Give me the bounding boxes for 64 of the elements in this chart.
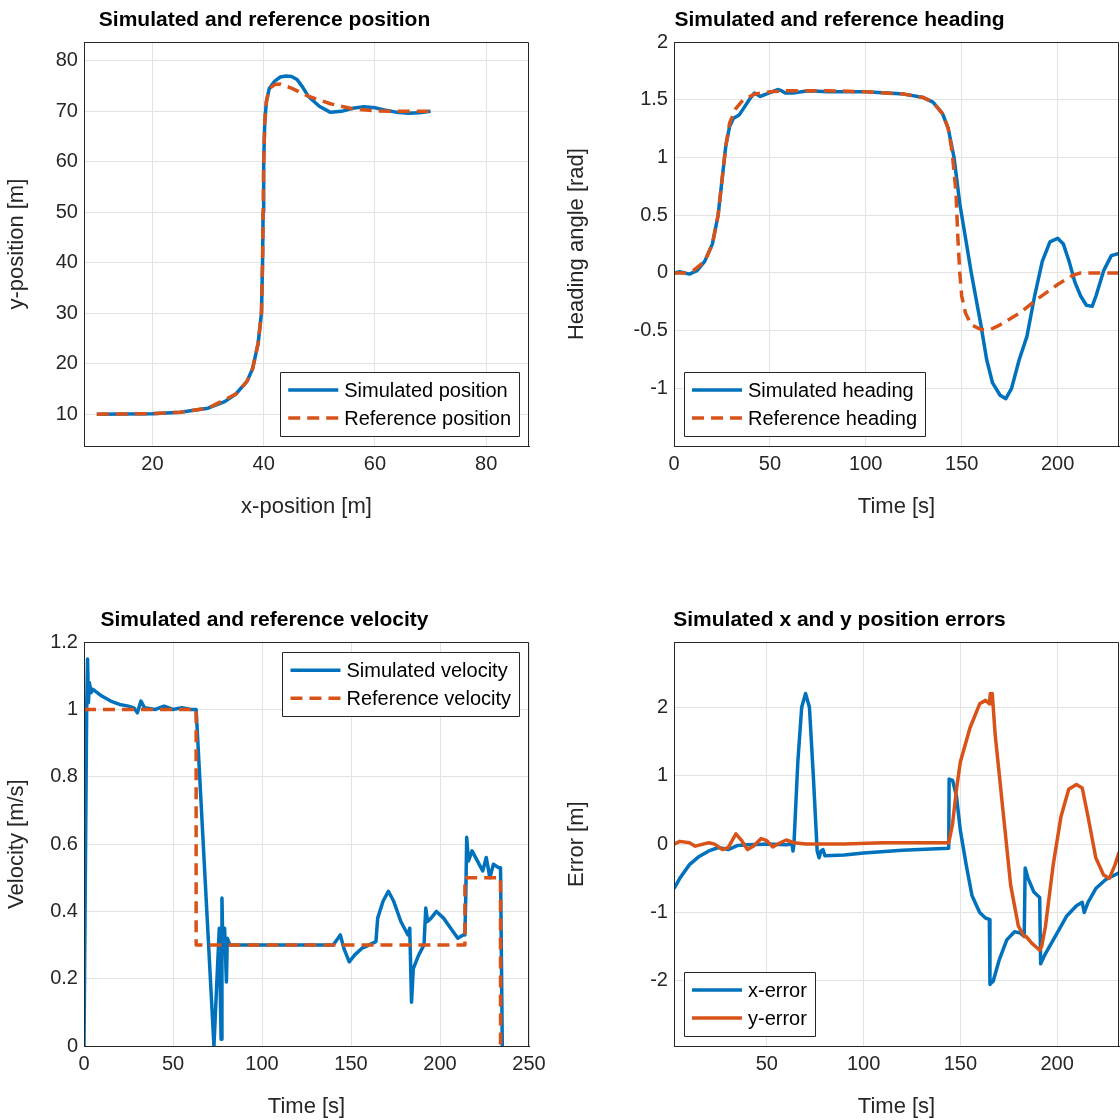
chart-title: Simulated and reference position — [98, 7, 431, 31]
y-tick-label: 0.8 — [50, 764, 78, 787]
y-tick-label: 0.5 — [640, 202, 668, 225]
y-tick-label: 40 — [55, 250, 78, 273]
y-tick-label: -1 — [650, 375, 668, 398]
x-tick-label: 200 — [1040, 451, 1075, 474]
x-tick-label: 80 — [475, 451, 498, 474]
x-tick-label: 200 — [423, 1051, 457, 1074]
legend-label: Simulated heading — [748, 378, 914, 401]
y-tick-label: 20 — [55, 351, 78, 374]
y-tick-label: 10 — [55, 401, 78, 424]
y-tick-label: 0 — [66, 1033, 78, 1056]
x-axis-title: Time [s] — [857, 492, 936, 518]
x-tick-label: 20 — [141, 451, 164, 474]
x-tick-label: 60 — [363, 451, 387, 474]
y-axis-title: Heading angle [rad] — [563, 148, 589, 341]
x-axis-title: x-position [m] — [241, 492, 372, 518]
y-axis-title: y-position [m] — [3, 178, 29, 310]
y-tick-label: 80 — [55, 48, 78, 71]
x-tick-label: 250 — [512, 1051, 546, 1074]
y-tick-label: 70 — [55, 98, 78, 121]
legend-label: Reference position — [344, 406, 512, 429]
y-tick-label: 1.2 — [50, 629, 78, 652]
y-axis-title: Error [m] — [563, 801, 589, 887]
y-tick-label: 0.4 — [50, 898, 78, 921]
y-tick-label: 2 — [656, 694, 668, 717]
y-tick-label: 50 — [55, 199, 78, 222]
y-tick-label: -0.5 — [633, 318, 668, 341]
y-axis-title: Velocity [m/s] — [3, 779, 29, 909]
chart-title: Simulated x and y position errors — [673, 607, 1006, 631]
x-tick-label: 150 — [334, 1051, 368, 1074]
x-tick-label: 100 — [245, 1051, 279, 1074]
x-tick-label: 150 — [943, 1051, 978, 1074]
legend-label: Simulated velocity — [346, 658, 508, 681]
y-tick-label: 60 — [55, 149, 78, 172]
chart-title: Simulated and reference velocity — [100, 607, 429, 631]
x-tick-label: 100 — [846, 1051, 881, 1074]
chart-title: Simulated and reference heading — [674, 7, 1005, 31]
y-tick-label: 2 — [656, 29, 668, 52]
x-tick-label: 40 — [252, 451, 275, 474]
x-axis-title: Time [s] — [857, 1092, 936, 1118]
x-tick-label: 200 — [1040, 1051, 1074, 1074]
y-tick-label: 0 — [656, 831, 668, 854]
y-tick-label: 0 — [656, 260, 668, 283]
y-tick-label: -1 — [650, 900, 668, 923]
legend-label: y-error — [748, 1006, 808, 1029]
legend-label: Simulated position — [344, 378, 508, 401]
y-tick-label: 1 — [656, 145, 668, 168]
y-tick-label: 0.2 — [50, 966, 78, 989]
legend-label: x-error — [748, 978, 808, 1001]
y-tick-label: 1.5 — [640, 87, 668, 110]
y-tick-label: -2 — [650, 968, 668, 991]
x-axis-title: Time [s] — [267, 1092, 346, 1118]
x-tick-label: 150 — [945, 451, 979, 474]
legend-label: Reference heading — [748, 406, 918, 429]
x-tick-label: 50 — [758, 451, 782, 474]
x-tick-label: 50 — [755, 1051, 778, 1074]
y-tick-label: 0.6 — [50, 831, 78, 854]
y-tick-label: 30 — [55, 300, 78, 323]
legend-label: Reference velocity — [346, 686, 512, 709]
y-tick-label: 1 — [66, 697, 78, 720]
x-tick-label: 100 — [849, 451, 883, 474]
x-tick-label: 50 — [161, 1051, 185, 1074]
y-tick-label: 1 — [656, 763, 668, 786]
